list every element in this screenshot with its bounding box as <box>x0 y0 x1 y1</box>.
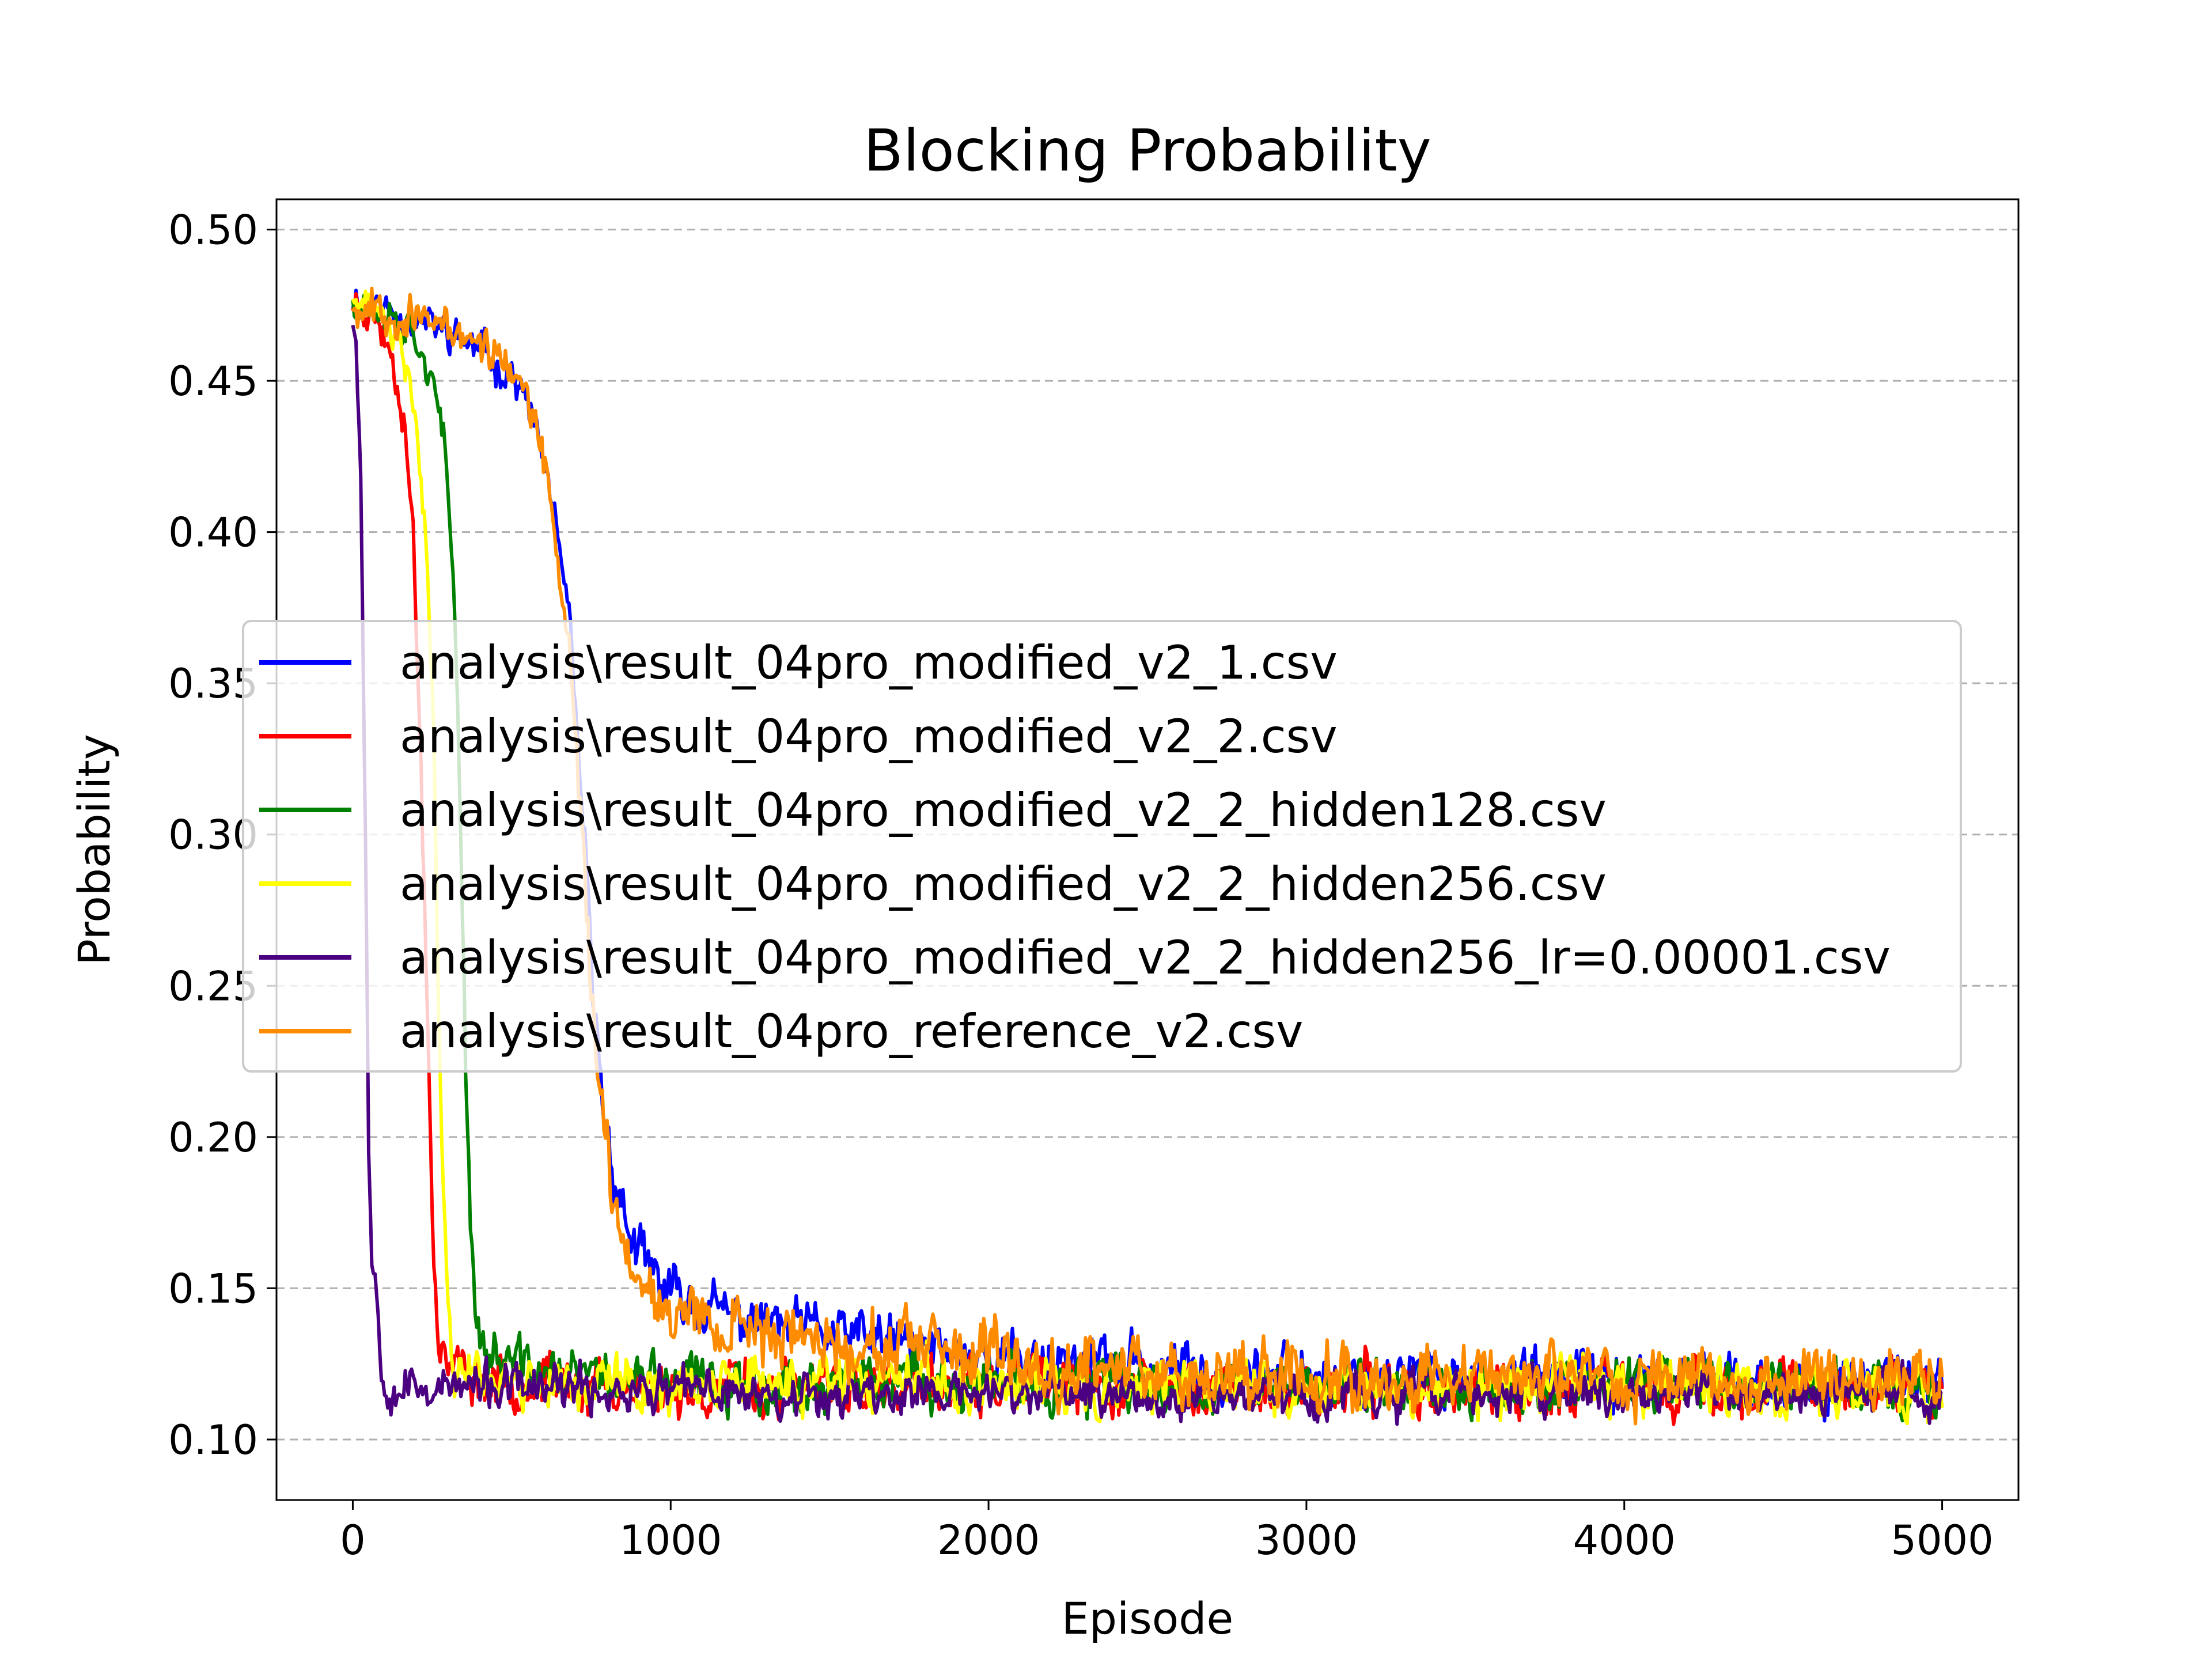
legend-label-1: analysis\result_04pro_modified_v2_1.csv <box>400 636 1338 690</box>
y-tick-label: 0.10 <box>168 1416 258 1464</box>
y-tick-label: 0.15 <box>168 1265 258 1312</box>
x-axis-label: Episode <box>1062 1593 1233 1644</box>
legend-label-6: analysis\result_04pro_reference_v2.csv <box>400 1005 1304 1058</box>
y-tick-label: 0.20 <box>168 1114 258 1161</box>
y-axis-ticks: 0.100.150.200.250.300.350.400.450.50 <box>168 207 276 1464</box>
x-tick-label: 5000 <box>1891 1517 1993 1564</box>
legend-entries: analysis\result_04pro_modified_v2_1.csva… <box>259 636 1891 1058</box>
y-tick-label: 0.40 <box>168 509 258 556</box>
plot-lines <box>351 286 1944 1426</box>
legend-label-4: analysis\result_04pro_modified_v2_2_hidd… <box>400 857 1607 911</box>
x-tick-label: 0 <box>340 1517 366 1564</box>
x-tick-label: 4000 <box>1573 1517 1676 1564</box>
y-tick-label: 0.50 <box>168 207 258 254</box>
x-tick-label: 3000 <box>1255 1517 1358 1564</box>
legend-label-5: analysis\result_04pro_modified_v2_2_hidd… <box>400 931 1891 984</box>
legend-box <box>242 620 1962 1073</box>
chart-title: Blocking Probability <box>863 117 1431 184</box>
y-tick-label: 0.45 <box>168 358 258 405</box>
legend: analysis\result_04pro_modified_v2_1.csva… <box>242 620 1962 1073</box>
x-axis-ticks: 0 1000 2000 3000 4000 5000 <box>340 1500 1994 1564</box>
y-axis-label: Probability <box>69 734 120 965</box>
legend-label-2: analysis\result_04pro_modified_v2_2.csv <box>400 710 1338 763</box>
x-tick-label: 1000 <box>619 1517 722 1564</box>
series-lines <box>351 286 1944 1426</box>
x-tick-label: 2000 <box>937 1517 1040 1564</box>
legend-label-3: analysis\result_04pro_modified_v2_2_hidd… <box>400 783 1607 837</box>
series-line-6 <box>351 286 1944 1426</box>
